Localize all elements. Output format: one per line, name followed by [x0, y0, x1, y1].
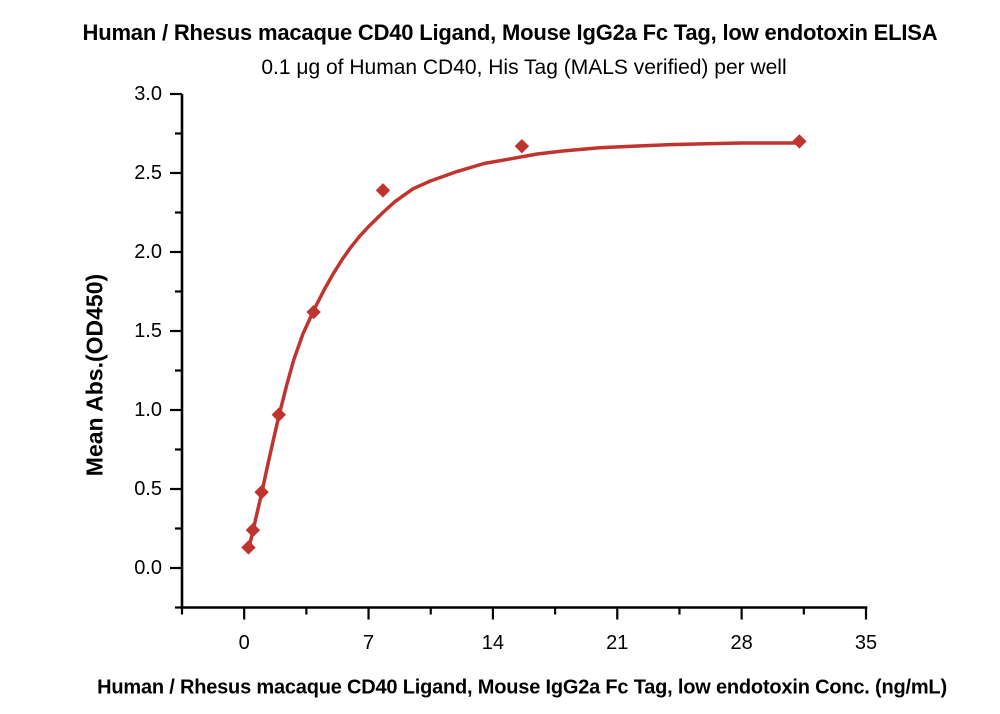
data-point-marker — [241, 540, 256, 555]
x-tick-label: 28 — [731, 632, 753, 654]
x-tick-label: 21 — [606, 632, 628, 654]
y-tick-label: 1.5 — [134, 320, 162, 342]
x-tick-label: 14 — [482, 632, 504, 654]
x-tick-label: 7 — [363, 632, 374, 654]
fit-curve-path — [246, 141, 802, 553]
tick-labels: 0 7 14 21 28 35 0.0 0.5 1.0 1.5 2.0 2.5 3.0 — [134, 83, 877, 654]
y-tick-label: 2.5 — [134, 162, 162, 184]
axes — [180, 94, 868, 609]
data-point-marker — [271, 407, 287, 422]
chart-title: Human / Rhesus macaque CD40 Ligand, Mous… — [82, 20, 938, 45]
data-point-marker — [375, 183, 391, 198]
data-point-marker — [792, 134, 807, 149]
data-point-marker — [514, 138, 530, 154]
y-tick-label: 0.5 — [134, 478, 162, 500]
y-tick-label: 2.0 — [134, 241, 162, 263]
data-point-marker — [254, 484, 269, 500]
x-tick-label: 35 — [855, 632, 877, 654]
y-tick-label: 3.0 — [134, 83, 162, 105]
x-tick-label: 0 — [239, 632, 250, 654]
y-tick-label: 0.0 — [134, 557, 162, 579]
chart-subtitle: 0.1 μg of Human CD40, His Tag (MALS veri… — [261, 56, 787, 79]
data-point-marker — [306, 304, 321, 320]
data-point-marker — [245, 522, 261, 538]
y-tick-label: 1.0 — [134, 399, 162, 421]
axis-ticks — [170, 92, 868, 620]
x-axis-label: Human / Rhesus macaque CD40 Ligand, Mous… — [97, 676, 947, 699]
data-points — [241, 134, 807, 555]
fit-curve-line — [246, 141, 802, 553]
